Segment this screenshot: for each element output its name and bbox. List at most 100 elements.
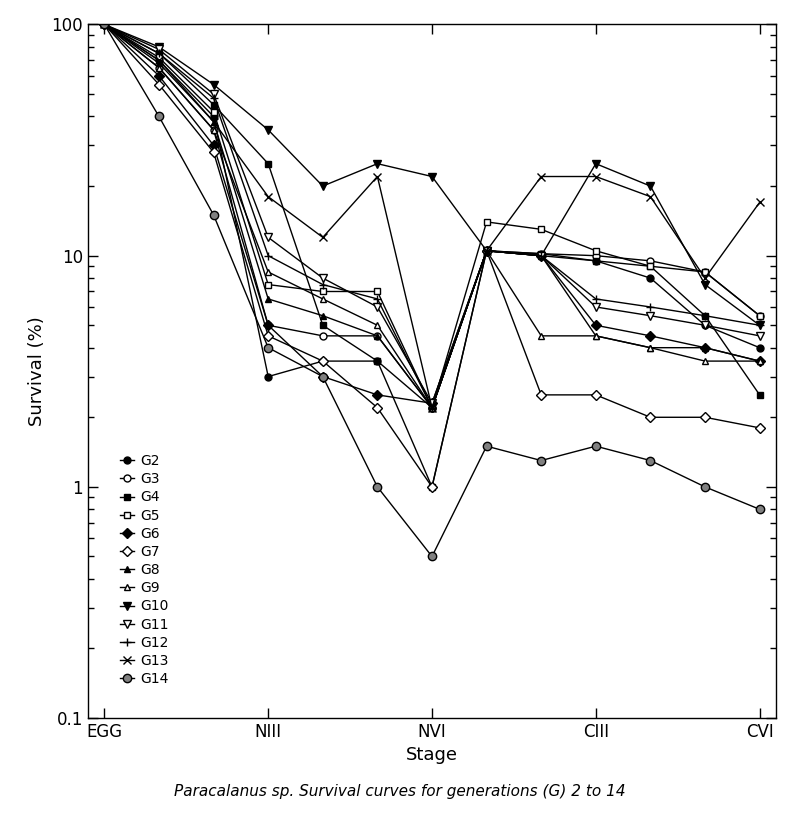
G11 [591,302,601,312]
G4 [700,311,710,321]
G7 [318,357,327,366]
G8 [209,117,218,126]
G9 [591,331,601,341]
G6 [482,246,491,255]
G14 [700,482,710,492]
G13 [154,55,164,65]
G8 [755,357,765,366]
G2 [209,112,218,122]
G5 [646,261,655,271]
G5 [373,286,382,296]
G8 [318,311,327,321]
Line: G5: G5 [101,21,763,411]
Text: Paracalanus sp. Survival curves for generations (G) 2 to 14: Paracalanus sp. Survival curves for gene… [174,783,626,799]
G13 [755,197,765,207]
G10 [263,125,273,135]
Legend: G2, G3, G4, G5, G6, G7, G8, G9, G10, G11, G12, G13, G14: G2, G3, G4, G5, G6, G7, G8, G9, G10, G11… [115,450,174,690]
G13 [427,403,437,413]
G3 [209,125,218,135]
G13 [482,246,491,255]
G7 [646,412,655,422]
G5 [482,217,491,227]
G11 [318,273,327,283]
Line: G11: G11 [100,20,764,407]
G12 [427,403,437,413]
G7 [209,148,218,157]
G12 [99,20,109,29]
G3 [373,331,382,341]
G7 [154,80,164,90]
G3 [99,20,109,29]
G4 [263,159,273,169]
G4 [755,390,765,400]
G3 [427,403,437,413]
G2 [700,321,710,330]
G6 [646,331,655,341]
Line: G4: G4 [101,21,763,490]
G4 [373,357,382,366]
Line: G13: G13 [100,20,764,412]
G11 [154,45,164,55]
G10 [373,159,382,169]
G9 [755,357,765,366]
G3 [537,249,546,259]
G9 [646,343,655,353]
G8 [482,246,491,255]
G2 [427,403,437,413]
G8 [537,251,546,260]
G12 [700,311,710,321]
G10 [537,251,546,260]
G14 [263,343,273,353]
G4 [154,48,164,58]
G2 [318,357,327,366]
G10 [482,246,491,255]
G10 [209,80,218,90]
G13 [537,171,546,181]
G2 [646,273,655,283]
G2 [99,20,109,29]
G13 [646,192,655,202]
G4 [99,20,109,29]
G8 [373,331,382,341]
G2 [591,256,601,266]
G9 [373,321,382,330]
G8 [154,58,164,68]
G12 [318,280,327,290]
G7 [591,390,601,400]
G13 [700,273,710,283]
G9 [537,331,546,341]
G3 [482,246,491,255]
G13 [373,171,382,181]
Y-axis label: Survival (%): Survival (%) [28,317,46,426]
G11 [537,251,546,260]
G10 [700,280,710,290]
G14 [154,112,164,122]
G6 [209,140,218,150]
G2 [537,251,546,260]
G6 [373,390,382,400]
G5 [209,107,218,117]
G2 [482,246,491,255]
G7 [99,20,109,29]
G13 [209,117,218,126]
G9 [427,403,437,413]
G4 [537,249,546,259]
G7 [482,246,491,255]
G6 [755,357,765,366]
G14 [537,455,546,465]
G5 [427,403,437,413]
G8 [263,294,273,304]
G12 [755,321,765,330]
G8 [591,331,601,341]
G12 [646,302,655,312]
G13 [263,192,273,202]
G5 [263,280,273,290]
G2 [373,357,382,366]
G10 [755,321,765,330]
G9 [482,246,491,255]
X-axis label: Stage: Stage [406,747,458,765]
G11 [700,321,710,330]
Line: G2: G2 [101,21,763,411]
G2 [154,55,164,65]
G3 [700,267,710,277]
